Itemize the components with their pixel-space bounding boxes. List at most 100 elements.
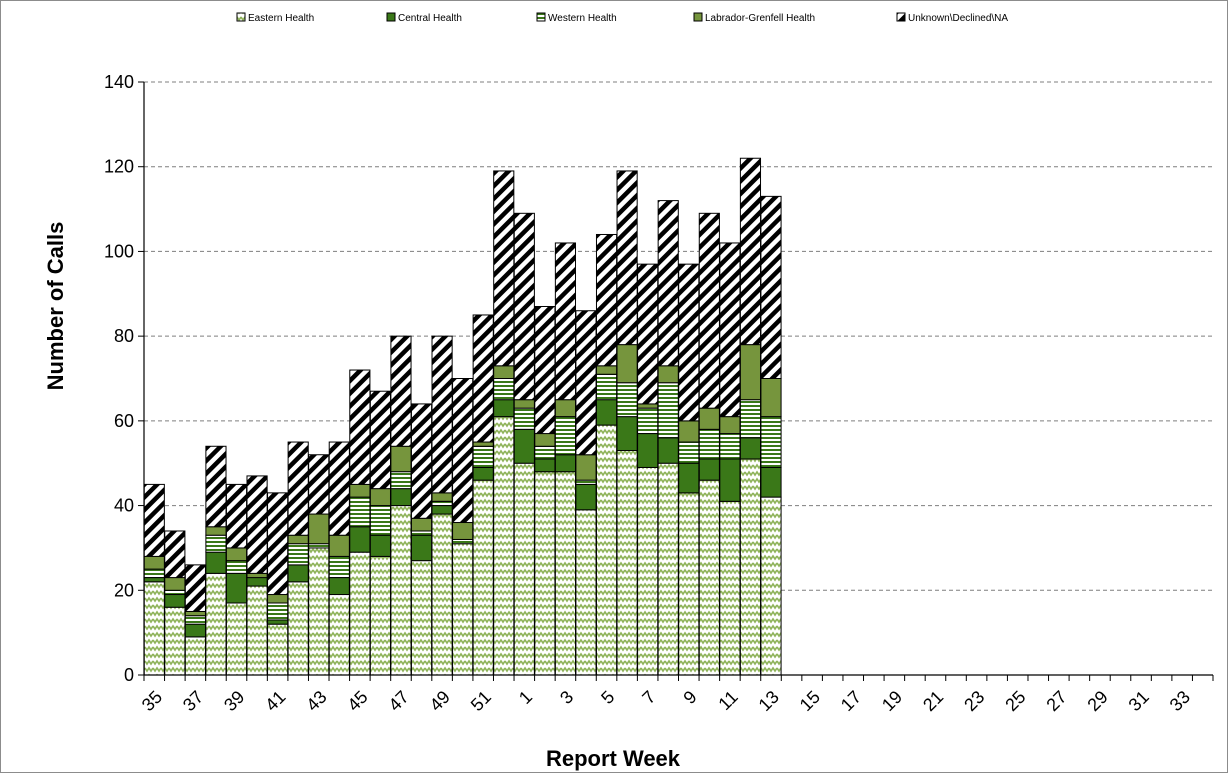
bar-week-48-series-2	[410, 530, 433, 536]
bar-week-39-series-3	[225, 547, 248, 562]
bar-week-6-series-4	[616, 170, 638, 346]
bar-week-11-series-1	[719, 458, 741, 502]
bar-week-42-series-3	[287, 534, 309, 545]
bar-week-51-series-3	[472, 441, 494, 447]
x-tick-label-7: 7	[638, 687, 659, 708]
bar-week-48-series-0	[410, 560, 433, 676]
x-tick-label-35: 35	[138, 687, 166, 715]
bar-week-43-series-2	[308, 543, 330, 549]
bar-week-7-series-2	[637, 407, 659, 435]
y-tick-label-20: 20	[114, 580, 134, 600]
bar-week-1-series-0	[513, 462, 535, 676]
bar-week-47-series-1	[390, 488, 412, 507]
bar-week-49-series-3	[431, 492, 453, 502]
bar-week-13-series-3	[760, 378, 782, 418]
bar-week-50-series-4	[452, 378, 474, 524]
x-tick-label-41: 41	[261, 687, 289, 715]
bar-week-36-series-2	[164, 589, 186, 596]
y-axis-title: Number of Calls	[43, 222, 68, 391]
bar-week-45-series-4	[349, 369, 371, 485]
bar-week-44-series-1	[328, 577, 350, 596]
bar-week-9-series-4	[678, 263, 700, 422]
bar-week-43-series-4	[308, 454, 330, 515]
bar-week-46-series-0	[369, 555, 391, 676]
bar-week-39-series-1	[225, 572, 248, 604]
bar-week-52-series-1	[493, 399, 515, 418]
bar-week-9-series-1	[678, 462, 700, 494]
bar-week-47-series-2	[390, 471, 412, 490]
x-tick-label-25: 25	[1001, 687, 1029, 715]
bar-week-12-series-3	[739, 344, 762, 401]
bar-week-7-series-1	[637, 433, 659, 468]
legend-label-4: Unknown\Declined\NA	[908, 13, 1008, 24]
bar-week-35-series-0	[143, 581, 165, 676]
bar-week-37-series-3	[184, 610, 206, 617]
x-tick-label-23: 23	[960, 687, 988, 715]
bar-week-9-series-3	[678, 420, 700, 443]
bar-week-44-series-2	[328, 555, 350, 579]
bar-week-39-series-4	[225, 483, 248, 549]
x-tick-label-1: 1	[515, 687, 536, 708]
bar-week-44-series-4	[328, 441, 350, 536]
bar-week-50-series-2	[452, 538, 474, 545]
bar-week-36-series-0	[164, 606, 186, 676]
bar-week-3-series-0	[554, 471, 577, 676]
x-tick-label-5: 5	[597, 687, 618, 708]
bar-week-51-series-0	[472, 479, 494, 676]
y-tick-label-60: 60	[114, 411, 134, 431]
bar-week-50-series-3	[452, 522, 474, 540]
bar-week-43-series-3	[308, 513, 330, 545]
x-tick-label-37: 37	[179, 687, 207, 715]
bar-week-8-series-0	[657, 462, 679, 676]
bar-week-42-series-2	[287, 543, 309, 566]
bar-week-10-series-4	[698, 212, 720, 409]
bar-week-6-series-1	[616, 416, 638, 452]
bar-week-12-series-1	[739, 437, 762, 460]
y-tick-label-80: 80	[114, 326, 134, 346]
legend-label-1: Central Health	[398, 13, 462, 24]
bar-week-42-series-0	[287, 581, 309, 676]
bar-week-11-series-3	[719, 416, 741, 435]
bar-week-49-series-0	[431, 513, 453, 676]
bar-week-11-series-4	[719, 242, 741, 418]
bar-week-10-series-0	[698, 479, 720, 676]
y-tick-label-120: 120	[104, 157, 134, 177]
x-tick-label-49: 49	[426, 687, 454, 715]
bar-week-43-series-0	[308, 547, 330, 676]
bar-week-13-series-4	[760, 195, 782, 379]
bar-week-36-series-1	[164, 594, 186, 608]
bar-week-1-series-4	[513, 212, 535, 401]
bar-week-52-series-4	[493, 170, 515, 367]
x-tick-label-11: 11	[714, 687, 741, 714]
bar-week-44-series-3	[328, 534, 350, 557]
bar-week-4-series-0	[575, 509, 597, 676]
x-tick-label-29: 29	[1084, 687, 1112, 715]
bar-week-46-series-1	[369, 534, 391, 557]
bar-week-48-series-1	[410, 534, 433, 562]
bar-week-5-series-0	[595, 424, 618, 676]
x-tick-label-47: 47	[385, 687, 413, 715]
bar-week-3-series-3	[554, 399, 577, 418]
bar-week-8-series-2	[657, 382, 679, 439]
bar-week-37-series-2	[184, 615, 206, 625]
x-tick-label-15: 15	[796, 687, 824, 715]
legend-swatch-0	[236, 12, 246, 22]
bar-week-7-series-0	[637, 466, 659, 676]
bar-week-8-series-4	[657, 200, 679, 367]
bar-week-39-series-2	[225, 560, 248, 574]
bar-week-36-series-4	[164, 530, 186, 579]
x-tick-label-45: 45	[343, 687, 371, 715]
x-tick-label-13: 13	[755, 687, 783, 715]
bar-week-48-series-3	[410, 517, 433, 532]
bar-week-5-series-3	[595, 365, 618, 375]
bar-week-5-series-1	[595, 399, 618, 426]
bar-week-1-series-2	[513, 407, 535, 430]
bar-week-4-series-1	[575, 483, 597, 511]
bar-week-46-series-4	[369, 390, 391, 490]
bar-week-37-series-4	[184, 564, 206, 612]
bar-week-7-series-4	[637, 263, 659, 405]
bar-week-35-series-1	[143, 577, 165, 583]
bar-week-45-series-3	[349, 483, 371, 498]
bar-week-4-series-2	[575, 479, 597, 485]
bar-week-40-series-4	[246, 475, 268, 574]
